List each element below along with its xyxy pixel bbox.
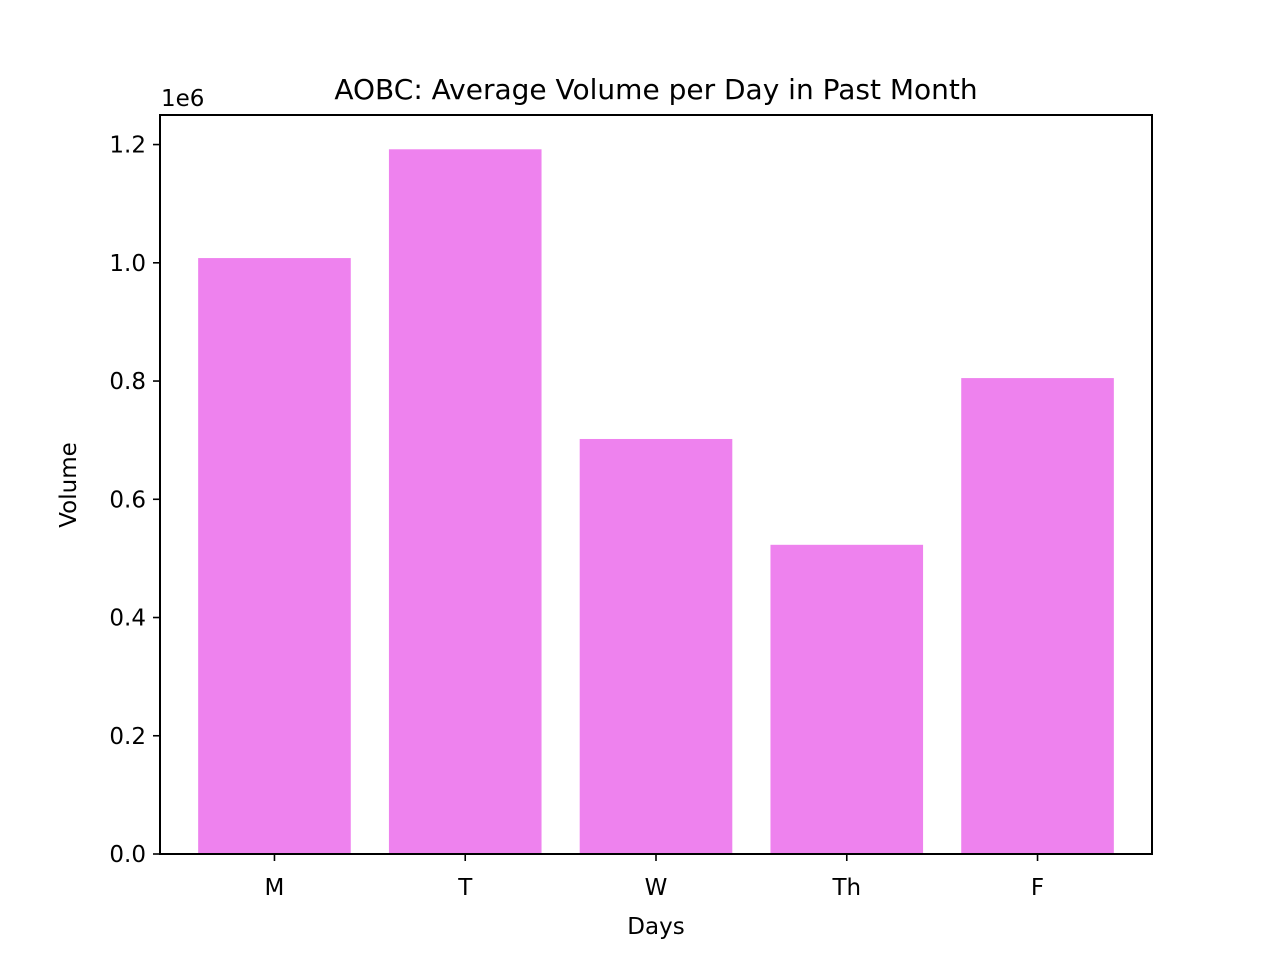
y-offset-label: 1e6 [161, 86, 204, 112]
x-tick-label: M [265, 875, 285, 901]
x-tick-label: T [457, 875, 473, 901]
y-tick-label: 0.0 [109, 842, 146, 868]
x-tick-label: W [645, 875, 668, 901]
y-ticks: 0.0 0.2 0.4 0.6 0.8 1.0 1.2 [109, 133, 160, 868]
bar-w [579, 438, 733, 854]
y-tick-label: 0.2 [109, 724, 146, 750]
bar-t [388, 149, 542, 854]
y-tick-label: 0.8 [109, 369, 146, 395]
y-tick-label: 1.0 [109, 251, 146, 277]
y-axis-label: Volume [56, 442, 82, 528]
bar-th [770, 544, 924, 854]
bars-layer [198, 149, 1114, 854]
plot-frame [159, 114, 1153, 855]
y-tick-label: 0.4 [109, 606, 146, 632]
y-tick-label: 0.6 [109, 487, 146, 513]
chart-title: AOBC: Average Volume per Day in Past Mon… [334, 73, 977, 106]
x-axis-label: Days [627, 914, 684, 940]
y-tick-label: 1.2 [109, 133, 146, 159]
x-tick-label: F [1031, 875, 1044, 901]
x-ticks: M T W Th F [265, 854, 1044, 901]
bar-m [198, 258, 351, 854]
bar-f [961, 378, 1114, 854]
x-tick-label: Th [831, 875, 861, 901]
